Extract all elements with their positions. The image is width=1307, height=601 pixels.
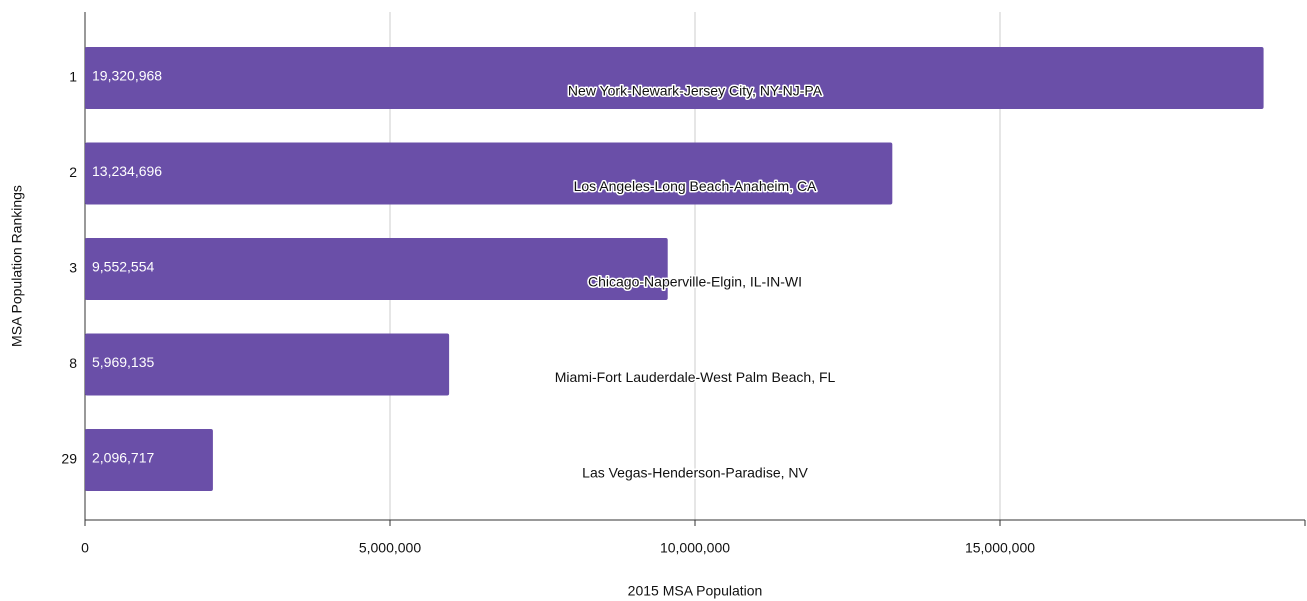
y-tick-label: 8 (69, 355, 77, 371)
value-label: 19,320,968 (92, 68, 162, 84)
value-label: 2,096,717 (92, 450, 154, 466)
annotation: Los Angeles-Long Beach-Anaheim, CA (574, 178, 817, 194)
bar (85, 429, 213, 491)
y-axis-title: MSA Population Rankings (9, 185, 25, 347)
annotation: New York-Newark-Jersey City, NY-NJ-PA (568, 83, 823, 99)
x-tick-label: 15,000,000 (965, 540, 1035, 556)
x-tick-label: 0 (81, 540, 89, 556)
y-tick-label: 2 (69, 164, 77, 180)
x-tick-label: 10,000,000 (660, 540, 730, 556)
bar (85, 142, 893, 205)
bar (85, 333, 450, 396)
annotation: Chicago-Naperville-Elgin, IL-IN-WI (588, 274, 802, 290)
x-axis-title: 2015 MSA Population (628, 583, 763, 599)
annotation: Miami-Fort Lauderdale-West Palm Beach, F… (555, 369, 836, 385)
value-label: 13,234,696 (92, 163, 162, 179)
y-tick-label: 1 (69, 69, 77, 85)
value-label: 9,552,554 (92, 259, 154, 275)
value-label: 5,969,135 (92, 354, 154, 370)
bar (85, 238, 668, 300)
y-tick-label: 29 (61, 451, 77, 467)
annotation: Las Vegas-Henderson-Paradise, NV (582, 465, 808, 481)
x-tick-label: 5,000,000 (359, 540, 421, 556)
bar (85, 47, 1264, 109)
y-tick-label: 3 (69, 260, 77, 276)
